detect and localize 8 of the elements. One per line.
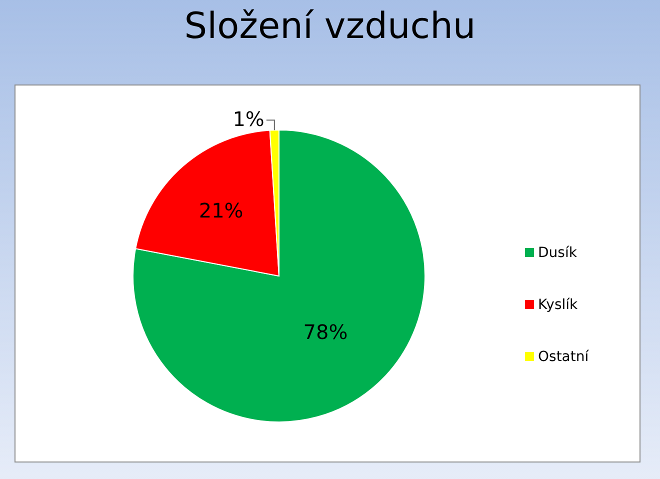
legend-label: Ostatní: [538, 349, 590, 365]
chart-title: Složení vzduchu: [184, 6, 476, 47]
data-label: 1%: [232, 107, 264, 132]
pie-slice: [132, 130, 426, 422]
legend-label: Dusík: [538, 245, 578, 261]
data-label: 21%: [198, 198, 244, 222]
legend-label: Kyslík: [538, 297, 579, 313]
data-label: 78%: [303, 320, 348, 344]
